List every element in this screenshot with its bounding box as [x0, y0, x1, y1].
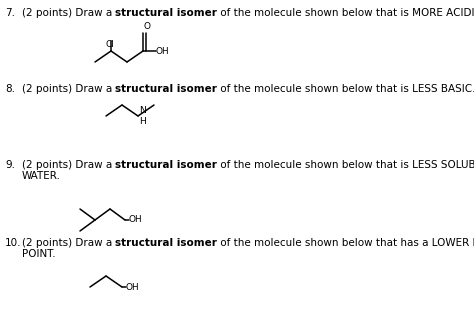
Text: OH: OH — [129, 215, 143, 224]
Text: of the molecule shown below that is LESS BASIC.: of the molecule shown below that is LESS… — [218, 84, 474, 94]
Text: of the molecule shown below that is LESS SOLUBLE IN: of the molecule shown below that is LESS… — [218, 160, 474, 170]
Text: 7.: 7. — [5, 8, 15, 18]
Text: 10.: 10. — [5, 238, 21, 248]
Text: O: O — [144, 22, 151, 31]
Text: of the molecule shown below that has a LOWER BOILING: of the molecule shown below that has a L… — [218, 238, 474, 248]
Text: (2 points) Draw a: (2 points) Draw a — [22, 160, 116, 170]
Text: OH: OH — [156, 46, 170, 55]
Text: structural isomer: structural isomer — [116, 8, 218, 18]
Text: H: H — [139, 117, 146, 126]
Text: structural isomer: structural isomer — [116, 238, 218, 248]
Text: Cl: Cl — [106, 40, 115, 49]
Text: (2 points) Draw a: (2 points) Draw a — [22, 84, 116, 94]
Text: 8.: 8. — [5, 84, 15, 94]
Text: of the molecule shown below that is MORE ACIDIC.: of the molecule shown below that is MORE… — [218, 8, 474, 18]
Text: N: N — [139, 106, 146, 115]
Text: (2 points) Draw a: (2 points) Draw a — [22, 8, 116, 18]
Text: (2 points) Draw a: (2 points) Draw a — [22, 238, 116, 248]
Text: structural isomer: structural isomer — [116, 160, 218, 170]
Text: POINT.: POINT. — [22, 249, 55, 259]
Text: structural isomer: structural isomer — [116, 84, 218, 94]
Text: WATER.: WATER. — [22, 171, 61, 181]
Text: OH: OH — [126, 282, 140, 291]
Text: 9.: 9. — [5, 160, 15, 170]
